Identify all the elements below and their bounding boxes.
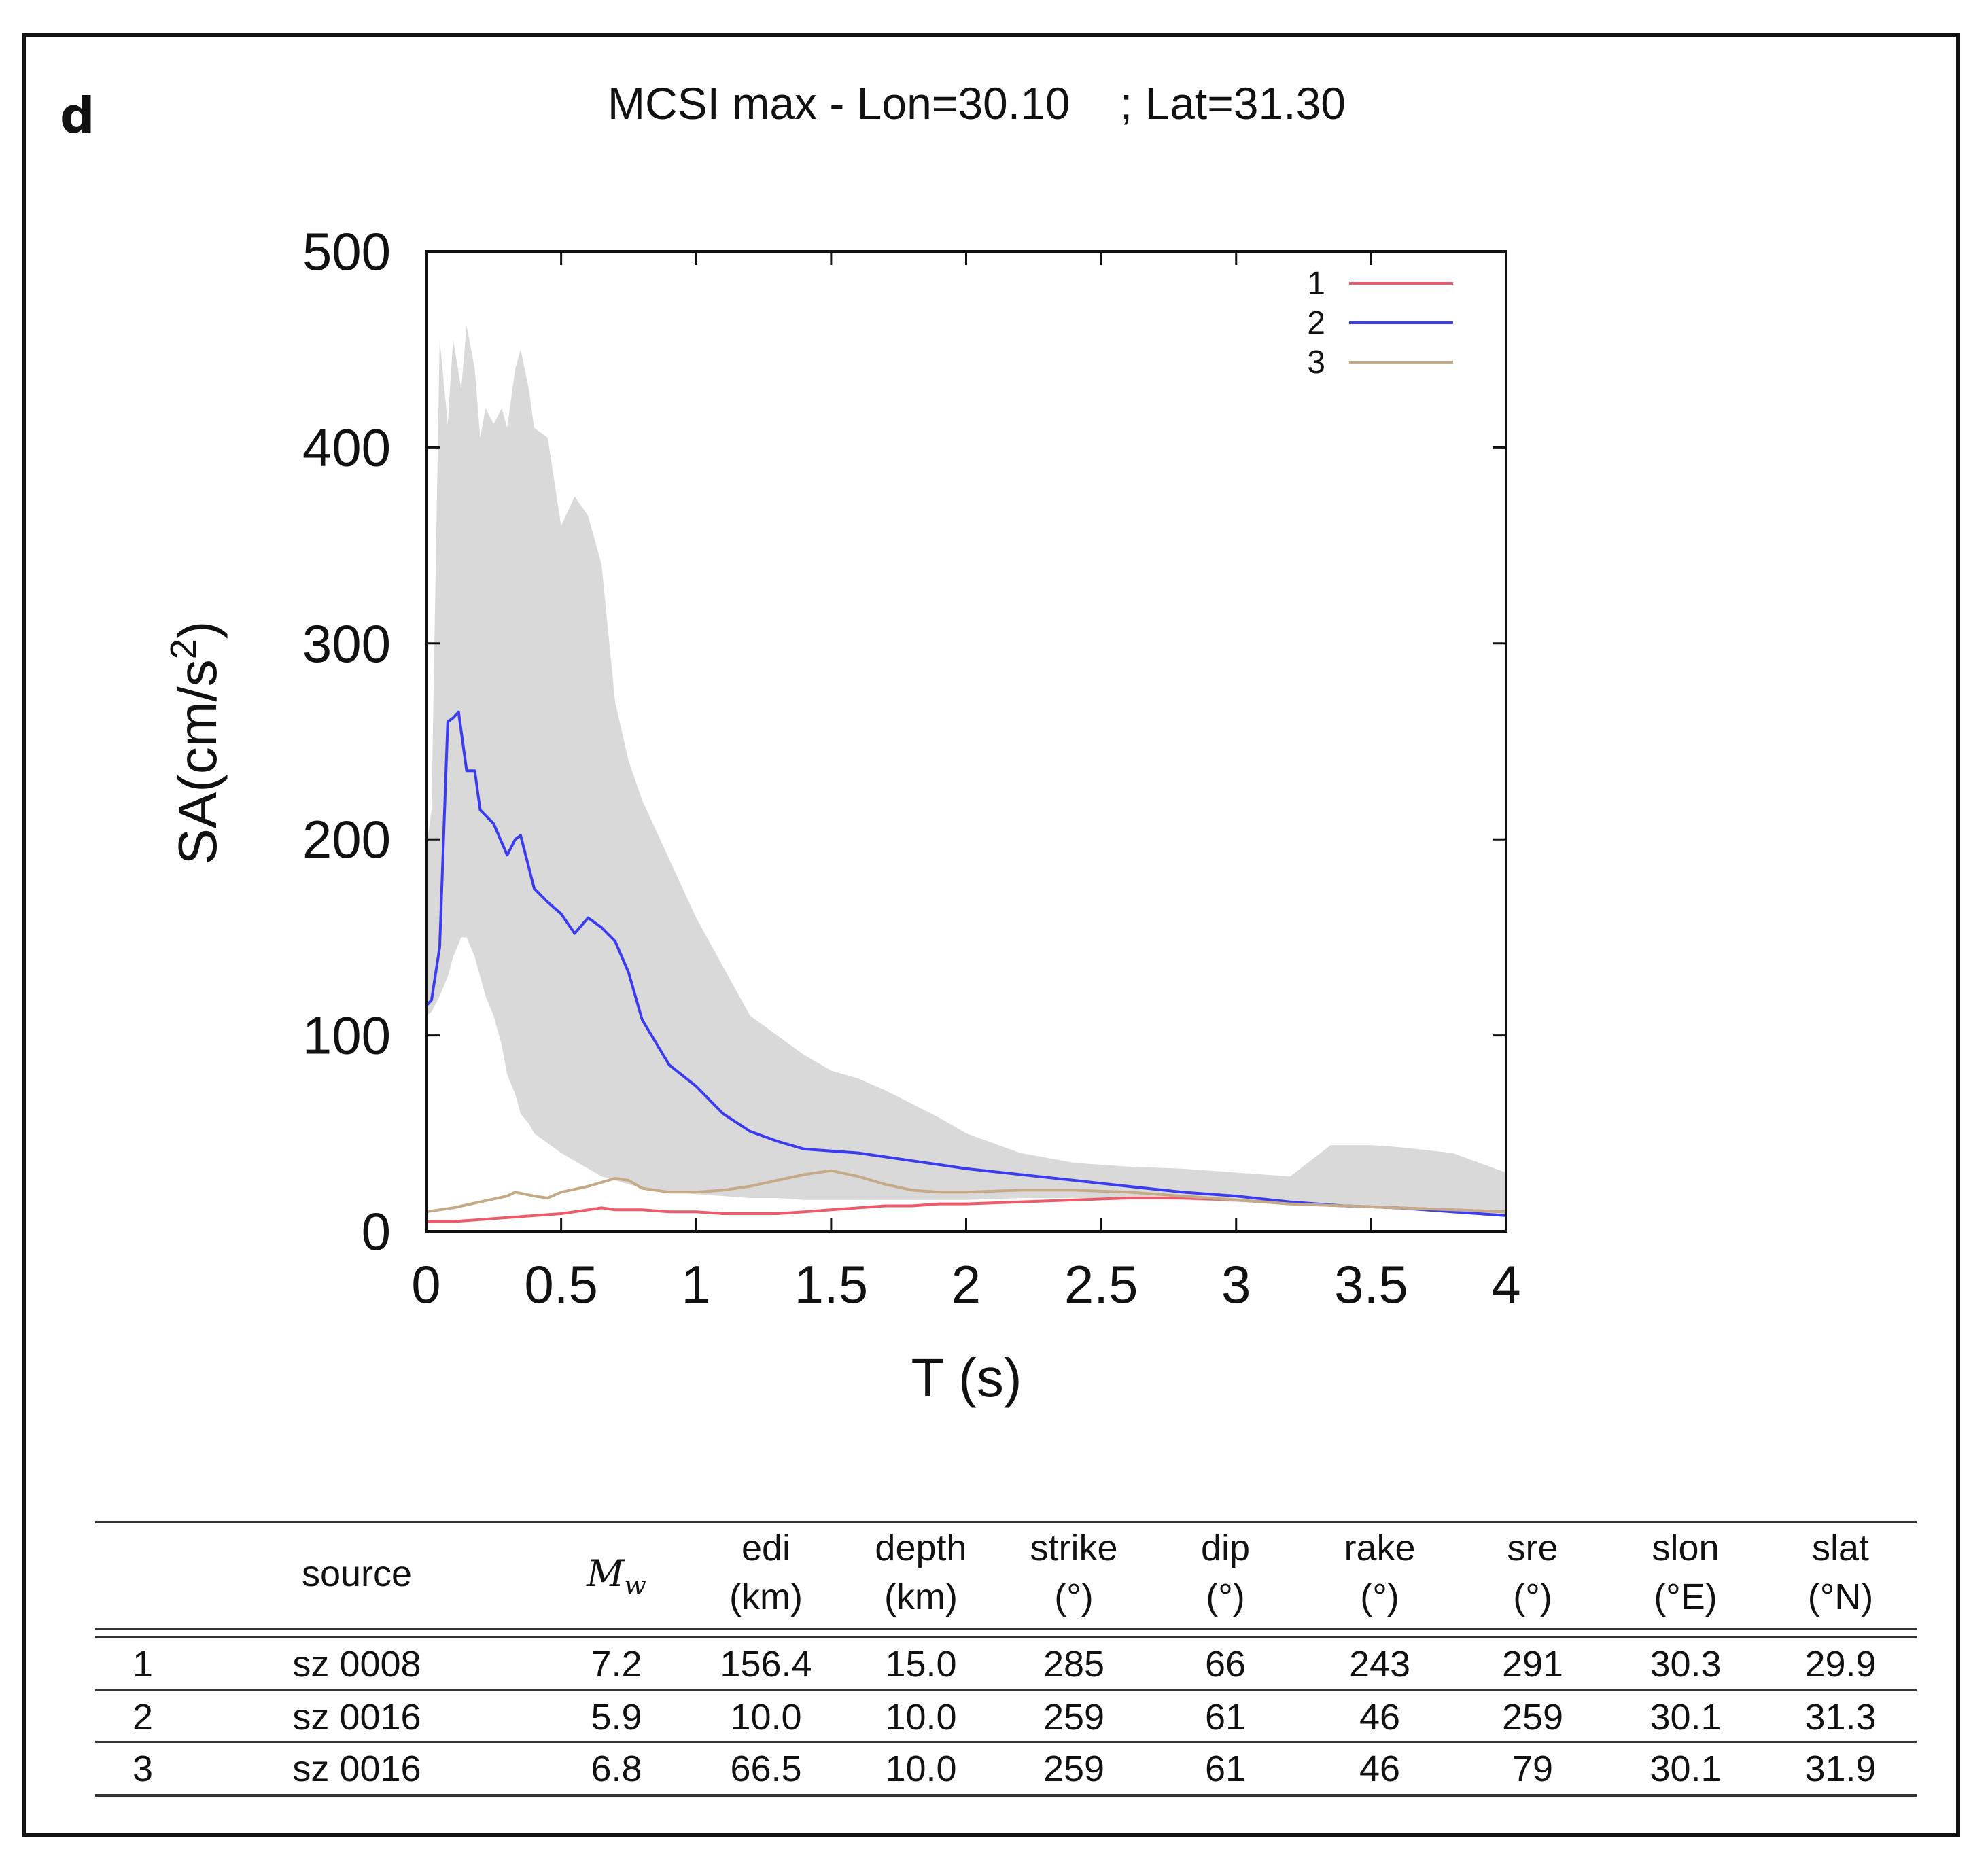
x-tick-label: 4 [1491, 1254, 1520, 1314]
table-cell: sz 0016 [292, 1748, 421, 1789]
table-cell: 46 [1359, 1697, 1401, 1738]
table-rule-bottom [95, 1794, 1917, 1797]
table-cell: 66.5 [730, 1748, 802, 1789]
table-cell: 29.9 [1804, 1644, 1877, 1685]
table-rule-header-2 [95, 1636, 1917, 1638]
table-rule-row-1 [95, 1689, 1917, 1691]
header-cell: source [301, 1553, 413, 1594]
header-cell: dip [1200, 1528, 1251, 1568]
chart-title: MCSI max - Lon=30.10 ; Lat=31.30 [608, 78, 1346, 128]
table-cell: 79 [1512, 1748, 1554, 1789]
header-unit: (°) [1054, 1577, 1094, 1617]
table-rule-top [95, 1521, 1917, 1523]
x-tick-label: 0.5 [524, 1254, 597, 1314]
table-cell: 46 [1359, 1748, 1401, 1789]
table-cell: 259 [1043, 1748, 1105, 1789]
x-tick-label: 3 [1221, 1254, 1251, 1314]
legend-label: 2 [1307, 305, 1325, 341]
figure-frame [22, 33, 1960, 1837]
table-cell: 285 [1043, 1644, 1105, 1685]
y-tick-label: 200 [302, 809, 391, 869]
header-mw-symbol: M [587, 1552, 625, 1595]
series-3-line [425, 1169, 1507, 1214]
header-unit: (°E) [1654, 1577, 1717, 1617]
table-cell: 61 [1204, 1748, 1246, 1789]
series-2-line [425, 710, 1507, 1217]
header-cell: slon [1652, 1528, 1720, 1568]
header-unit: (°) [1360, 1577, 1399, 1617]
table-cell: sz 0016 [292, 1697, 421, 1738]
table-cell: 30.1 [1650, 1748, 1722, 1789]
x-tick-label: 2 [952, 1254, 981, 1314]
header-cell: slat [1811, 1528, 1870, 1568]
y-axis-label-main: SA(cm/s [167, 659, 228, 864]
header-cell: depth [875, 1528, 967, 1568]
table-cell: 15.0 [885, 1644, 957, 1685]
x-tick-label: 1.5 [795, 1254, 868, 1314]
panel-letter: d [60, 87, 95, 144]
x-tick-label: 2.5 [1064, 1254, 1138, 1314]
table-cell: sz 0008 [292, 1644, 421, 1685]
table-cell: 31.3 [1804, 1697, 1877, 1738]
table-rule-header-1 [95, 1628, 1917, 1630]
x-axis-label: T (s) [911, 1348, 1022, 1408]
y-tick-label: 100 [302, 1006, 391, 1066]
table-cell: 30.3 [1650, 1644, 1722, 1685]
table-cell: 10.0 [885, 1748, 957, 1789]
header-mw-subscript: w [624, 1570, 646, 1600]
header-unit: (°) [1513, 1577, 1552, 1617]
legend-label: 1 [1307, 266, 1325, 302]
table-cell: 259 [1043, 1697, 1105, 1738]
header-mw: Mw [542, 1549, 691, 1610]
y-axis-label-exponent: 2 [163, 639, 204, 659]
table-cell: 61 [1204, 1697, 1246, 1738]
table-cell: 6.8 [591, 1748, 642, 1789]
header-unit: (km) [884, 1577, 958, 1617]
table-cell: 5.9 [591, 1697, 642, 1738]
header-cell: strike [1030, 1528, 1118, 1568]
y-axis-label-close: ) [167, 621, 228, 639]
y-tick-label: 500 [302, 222, 391, 281]
table-cell: 1 [132, 1644, 154, 1685]
x-tick-label: 0 [411, 1254, 440, 1314]
header-cell: rake [1344, 1528, 1416, 1568]
table-cell: 31.9 [1804, 1748, 1877, 1789]
table-cell: 10.0 [885, 1697, 957, 1738]
table-cell: 243 [1348, 1644, 1411, 1685]
table-cell: 7.2 [591, 1644, 642, 1685]
x-tick-label: 3.5 [1334, 1254, 1408, 1314]
x-tick-label: 1 [682, 1254, 711, 1314]
table-cell: 259 [1501, 1697, 1564, 1738]
table-cell: 2 [132, 1697, 154, 1738]
table-cell: 10.0 [730, 1697, 802, 1738]
table-cell: 30.1 [1650, 1697, 1722, 1738]
table-cell: 3 [132, 1748, 154, 1789]
y-tick-label: 0 [362, 1201, 391, 1261]
table-cell: 156.4 [720, 1644, 812, 1685]
header-unit: (°N) [1807, 1577, 1874, 1617]
header-unit: (km) [729, 1577, 803, 1617]
y-tick-label: 300 [302, 614, 391, 673]
envelope-band [426, 326, 1506, 1214]
y-tick-label: 400 [302, 417, 391, 477]
header-cell: sre [1507, 1528, 1558, 1568]
table-rule-row-2 [95, 1741, 1917, 1743]
header-cell: edi [741, 1528, 791, 1568]
legend-label: 3 [1307, 345, 1325, 381]
table-cell: 291 [1501, 1644, 1564, 1685]
header-unit: (°) [1206, 1577, 1245, 1617]
table-cell: 66 [1204, 1644, 1246, 1685]
y-axis-label: SA(cm/s2) [163, 621, 228, 865]
